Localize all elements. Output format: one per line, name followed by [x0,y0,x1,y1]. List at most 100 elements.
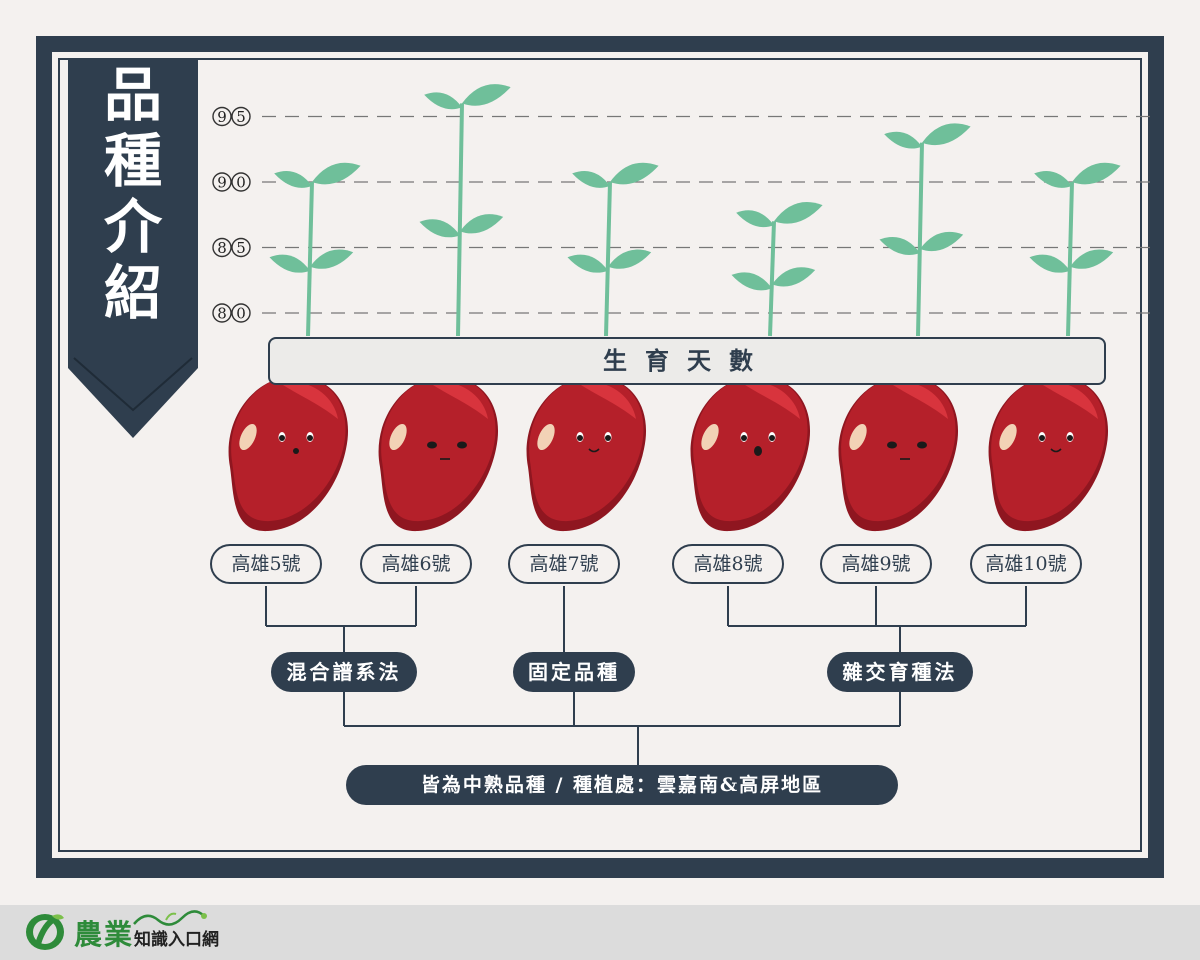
bean-highlight [578,381,636,419]
sprout-stem [768,221,776,337]
bean-body [991,376,1106,522]
sprout-leaf [884,131,922,149]
sprout-1 [269,162,361,337]
bean-hilum [537,423,555,451]
bean-eye [279,435,285,441]
summary-label: 皆為中熟品種 / 種植處：雲嘉南&高屏地區 [346,765,898,805]
sprout-leaf [1029,254,1070,273]
sprout-leaf [572,171,610,188]
tick-digit-circle [231,303,251,323]
sprout-leaf [419,219,460,238]
method-label: 混合譜系法 [271,652,417,692]
method-label: 雜交育種法 [827,652,973,692]
sprout-leaf [1070,249,1114,269]
bean-3 [526,376,647,532]
sprouts [269,84,1121,337]
tick-digit: 9 [217,108,227,126]
sprout-4 [731,202,823,337]
bean-eye [741,435,747,441]
bean-highlight [1040,381,1098,419]
y-axis-ticks: 8 08 59 09 5 [212,106,251,323]
bean-body [529,376,644,522]
sprout-stem [604,181,612,337]
sprout-leaf [879,236,920,255]
sprout-stem [1066,181,1074,337]
sprout-leaf [920,231,964,252]
variety-label: 高雄7號 [508,544,620,584]
bean-eye [427,441,437,449]
bean-eye [307,435,313,441]
bean-hilum [701,423,719,451]
variety-label: 高雄8號 [672,544,784,584]
sprout-5 [879,123,971,337]
title-char-2: 種 [103,127,162,195]
title-char-4: 紹 [103,259,162,327]
tick-digit: 9 [217,174,227,192]
bean-highlight [280,381,338,419]
bean-body [381,376,496,522]
bean-mouth [1050,448,1062,453]
tick-digit: 8 [217,305,227,323]
sprout-leaf [610,162,659,185]
bean-eye [769,435,775,441]
sprout-leaf [731,272,772,291]
sprout-leaf [736,210,774,228]
bean-highlight [742,381,800,419]
sprout-leaf [922,123,971,146]
bean-eye [1067,435,1073,441]
brand-name: 農業 [74,918,135,951]
brand-logo-icon [26,914,64,950]
bean-eye [887,441,897,449]
bean-eye [577,435,583,441]
sprout-6 [1029,162,1121,337]
tick-digit-circle [212,237,232,258]
sprout-stem [456,103,464,337]
bean-4 [690,376,811,532]
title-char-1: 品 [103,61,162,129]
beans [228,376,1109,532]
tick-digit: 5 [236,108,246,126]
sprout-leaf [424,92,462,110]
tick-digit-circle [212,303,232,323]
sprout-stem [916,142,924,337]
bean-hilum [389,423,407,451]
classification-tree [265,586,1027,765]
sprout-leaf [310,249,354,269]
variety-label: 高雄6號 [360,544,472,584]
variety-label: 高雄5號 [210,544,322,584]
variety-label: 高雄10號 [970,544,1082,584]
sprout-stem [306,181,314,337]
variety-label: 高雄9號 [820,544,932,584]
bean-hilum [239,423,257,451]
tick-digit-circle [212,172,232,192]
bean-highlight [890,381,948,419]
tick-digit-circle [212,106,232,127]
bean-eye [917,441,927,449]
bean-body [693,376,808,522]
tick-digit-circle [231,106,251,127]
bean-body [841,376,956,522]
tick-digit-circle [231,237,251,258]
bean-highlight [430,381,488,419]
bean-eye [1039,435,1045,441]
bean-mouth [588,448,600,453]
sprout-leaf [312,162,361,185]
brand-subtitle: 知識入口網 [134,930,219,950]
vine-icon [133,910,207,926]
tick-digit: 5 [236,239,246,257]
sprout-2 [419,84,511,337]
bean-1 [228,376,349,532]
bean-6 [988,376,1109,532]
tick-digit: 0 [236,305,246,323]
sprout-leaf [460,214,504,234]
sprout-leaf [567,254,608,273]
title-char-3: 介 [103,193,162,261]
bean-eye [605,435,611,441]
sprout-leaf [1072,162,1121,185]
sprout-leaf [274,171,312,188]
tick-digit: 8 [217,239,227,257]
